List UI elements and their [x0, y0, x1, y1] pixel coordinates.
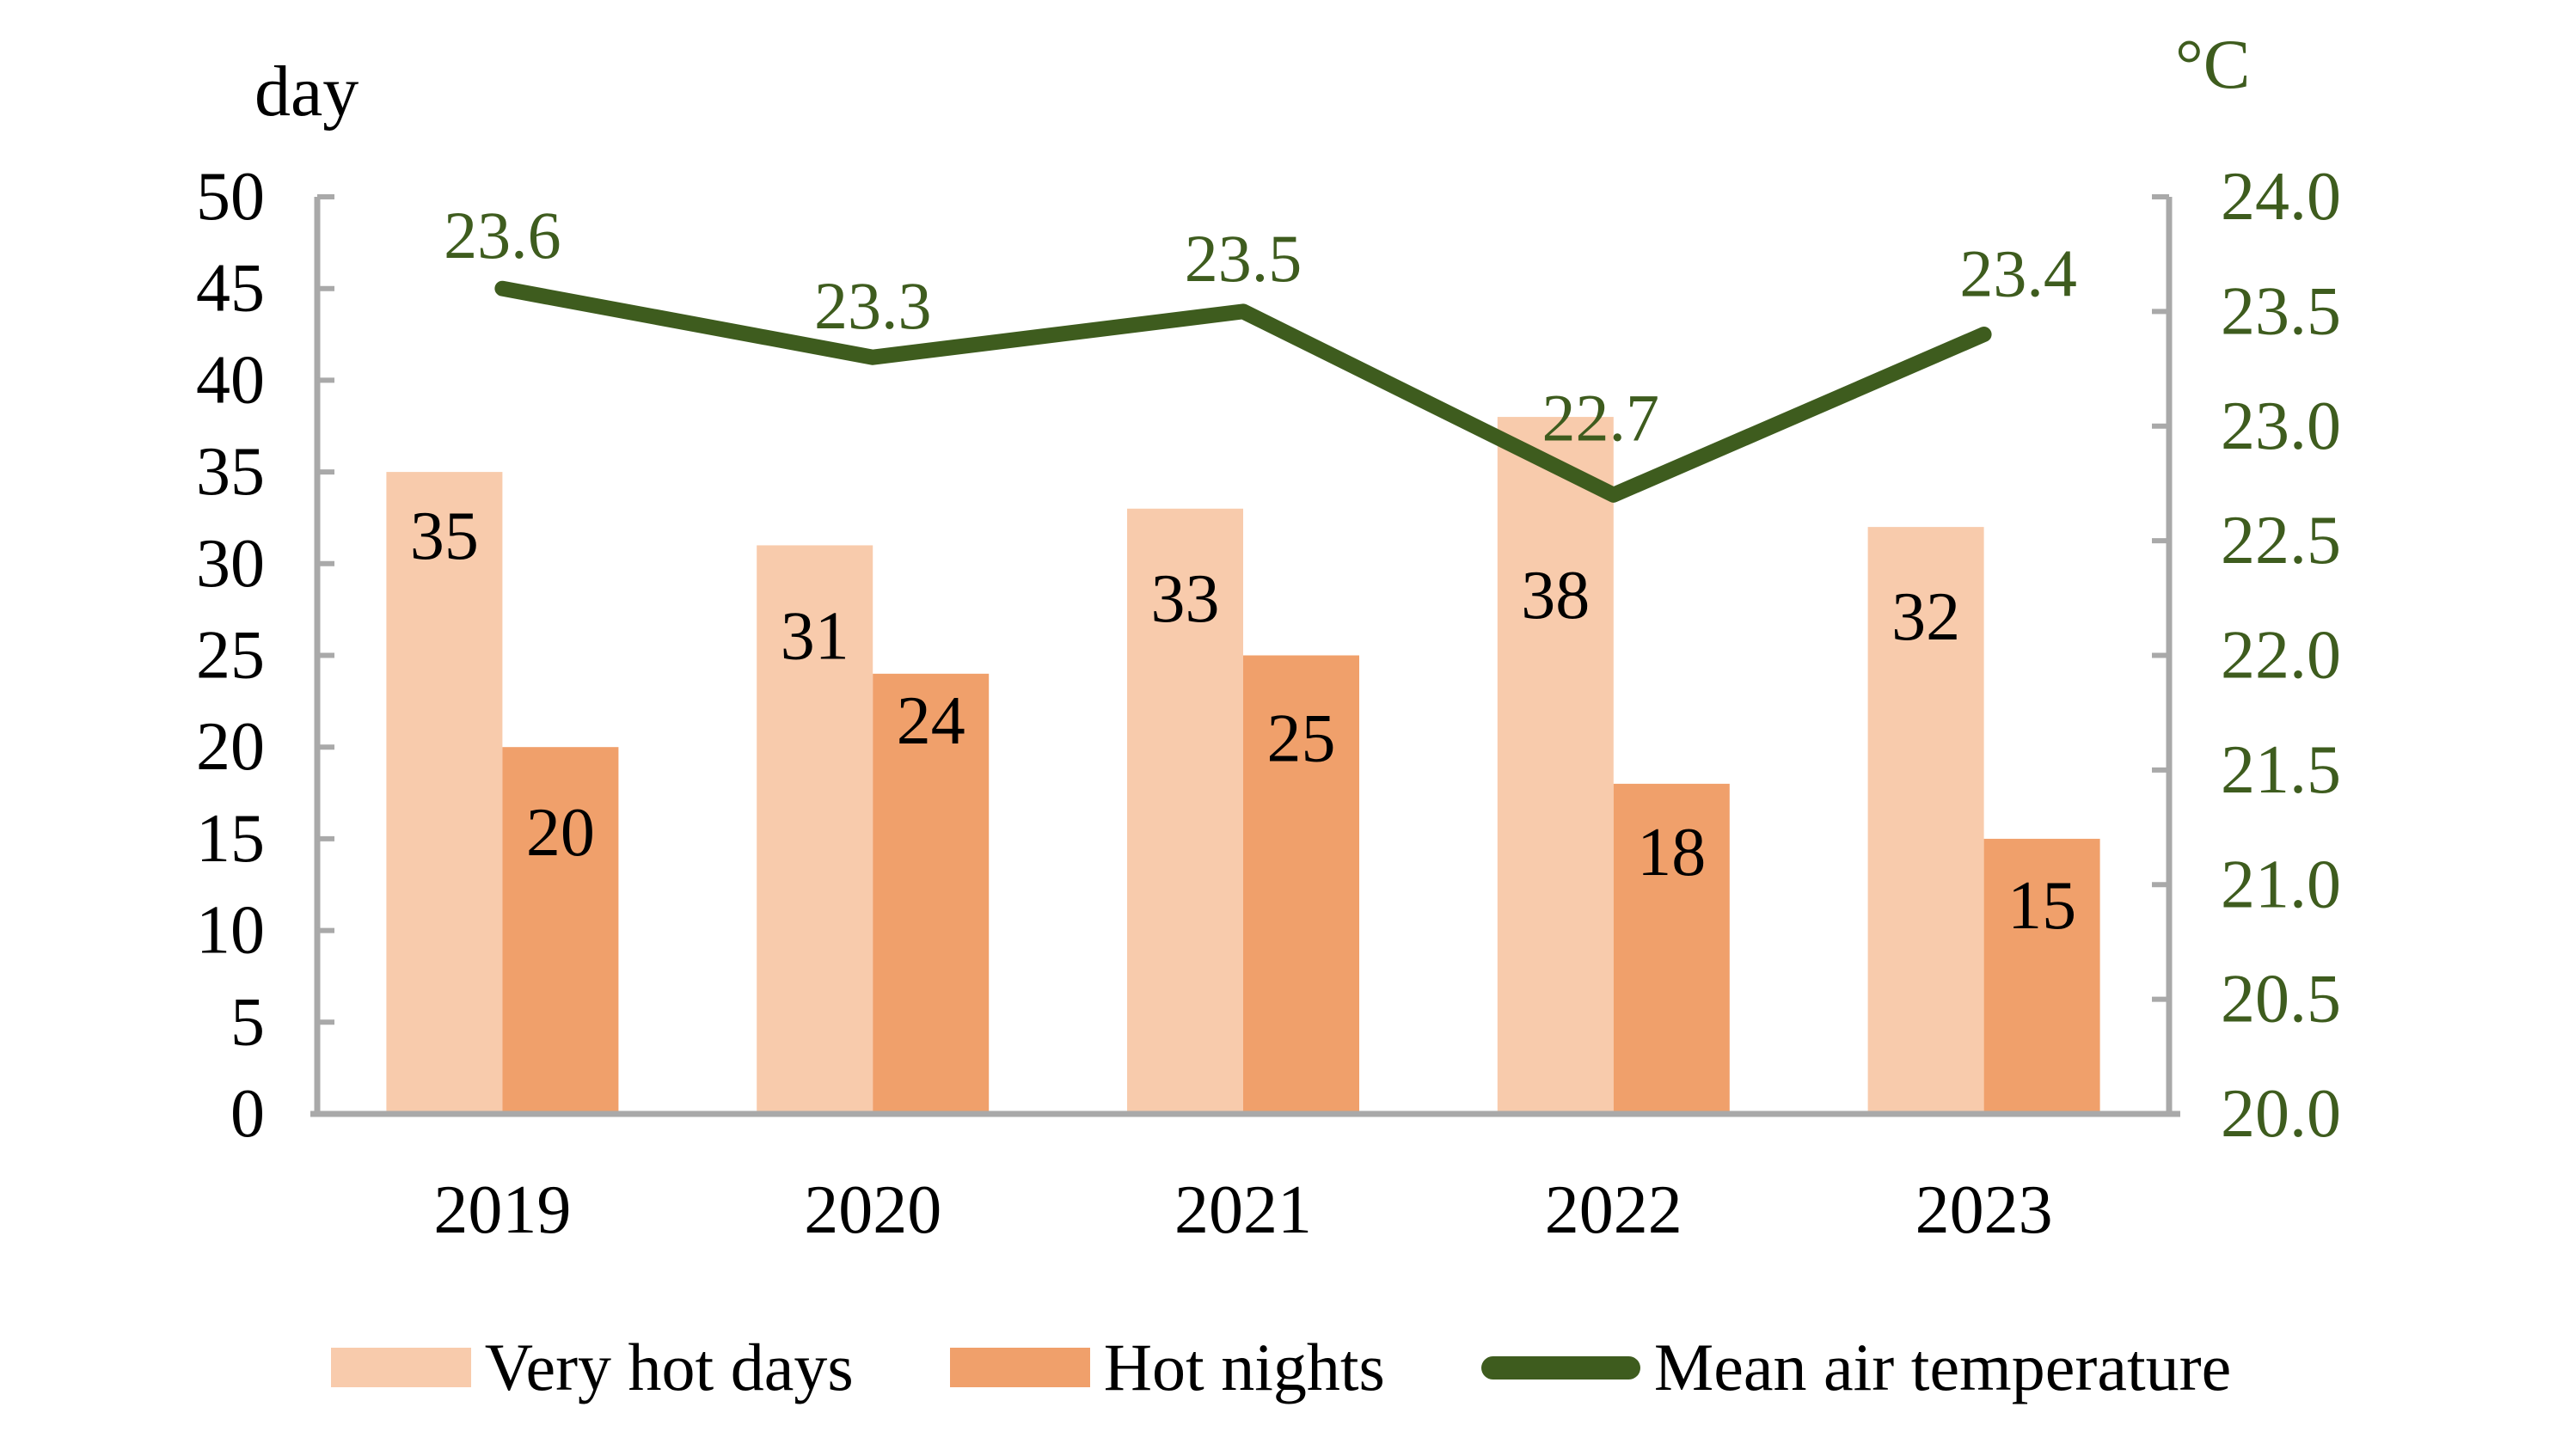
left-axis-tick-label: 35	[196, 434, 265, 510]
right-axis-tick-label: 20.0	[2221, 1076, 2341, 1152]
left-axis-tick-label: 5	[230, 984, 265, 1060]
x-axis-category-label: 2021	[1174, 1172, 1312, 1248]
bar-hot-nights-2023	[1983, 838, 2100, 1114]
x-axis-category-label: 2020	[804, 1172, 941, 1248]
left-axis-tick-label: 10	[196, 893, 265, 969]
left-axis-tick-label: 45	[196, 251, 265, 327]
line-value-label: 22.7	[1542, 380, 1660, 455]
legend-item-very-hot-days: Very hot days	[330, 1329, 854, 1406]
line-value-label: 23.4	[1959, 236, 2077, 311]
right-axis-tick-label: 22.0	[2221, 618, 2341, 694]
line-value-label: 23.6	[444, 198, 561, 272]
bar-value-label: 31	[781, 598, 849, 674]
legend-swatch-hot-nights-icon	[949, 1348, 1090, 1387]
legend-swatch-very-hot-days-icon	[330, 1348, 471, 1387]
bar-very-hot-days-2022	[1497, 417, 1614, 1115]
legend-label-hot-nights: Hot nights	[1103, 1330, 1385, 1404]
left-axis-tick-label: 0	[230, 1076, 265, 1152]
bar-value-label: 25	[1267, 701, 1336, 777]
bar-hot-nights-2021	[1243, 655, 1359, 1114]
x-axis-category-label: 2019	[433, 1172, 571, 1248]
right-axis-unit-label: °C	[2175, 25, 2251, 103]
line-value-label: 23.5	[1185, 221, 1302, 296]
legend-item-hot-nights: Hot nights	[949, 1329, 1385, 1406]
right-axis-tick-label: 23.5	[2221, 273, 2341, 349]
bar-hot-nights-2020	[873, 673, 990, 1114]
legend: Very hot days Hot nights Mean air temper…	[0, 1329, 2562, 1406]
bar-hot-nights-2022	[1613, 783, 1730, 1114]
bar-very-hot-days-2023	[1867, 527, 1984, 1114]
line-mean-air-temperature	[494, 280, 1992, 503]
bar-value-label: 18	[1637, 815, 1706, 890]
right-axis-tick-label: 22.5	[2221, 503, 2341, 578]
bar-value-label: 33	[1151, 561, 1220, 637]
legend-label-mean-air-temperature: Mean air temperature	[1653, 1330, 2232, 1404]
right-axis-tick-label: 21.0	[2221, 847, 2341, 922]
bar-value-label: 35	[410, 499, 479, 574]
left-axis-tick-label: 25	[196, 618, 265, 694]
right-axis-tick-label: 23.0	[2221, 388, 2341, 464]
right-axis-tick-label: 20.5	[2221, 962, 2341, 1037]
bar-value-label: 24	[897, 683, 965, 759]
legend-swatch-mean-air-temperature-icon	[1480, 1355, 1640, 1380]
x-axis-category-label: 2023	[1915, 1172, 2053, 1248]
bar-very-hot-days-2021	[1127, 508, 1243, 1114]
left-axis-unit-label: day	[254, 52, 359, 132]
bar-value-label: 38	[1521, 558, 1590, 633]
line-value-label: 23.3	[814, 268, 932, 343]
left-axis-tick-label: 15	[196, 801, 265, 877]
bar-value-label: 20	[526, 795, 595, 871]
bar-very-hot-days-2019	[386, 472, 503, 1114]
left-axis-tick-label: 30	[196, 526, 265, 602]
left-axis-tick-label: 50	[196, 159, 265, 235]
left-axis-tick-label: 20	[196, 709, 265, 785]
legend-label-very-hot-days: Very hot days	[484, 1330, 854, 1404]
right-axis-tick-label: 24.0	[2221, 159, 2341, 235]
left-axis-tick-label: 40	[196, 342, 265, 418]
legend-item-mean-air-temperature: Mean air temperature	[1480, 1329, 2232, 1406]
bar-very-hot-days-2020	[757, 545, 873, 1114]
x-axis-category-label: 2022	[1545, 1172, 1682, 1248]
bar-value-label: 32	[1891, 579, 1960, 655]
bar-value-label: 15	[2007, 868, 2076, 944]
bar-hot-nights-2019	[502, 747, 619, 1114]
right-axis-tick-label: 21.5	[2221, 732, 2341, 808]
